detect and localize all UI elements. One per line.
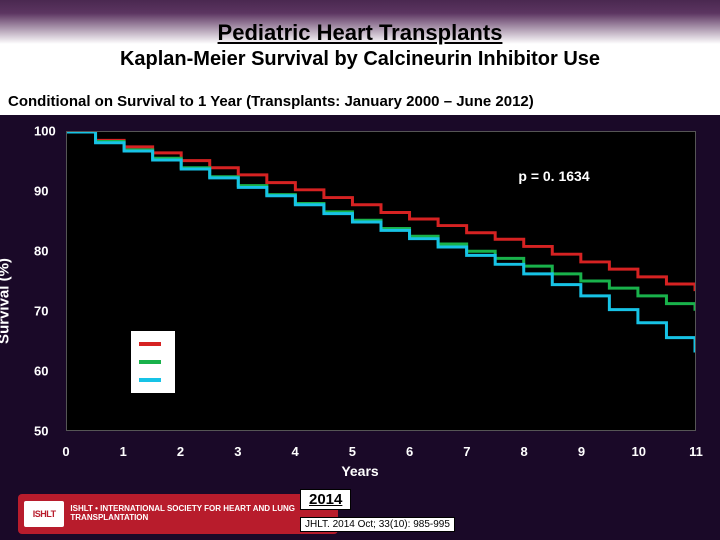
legend-swatch <box>139 360 161 364</box>
x-tick: 2 <box>177 444 184 459</box>
legend-swatch <box>139 378 161 382</box>
y-tick: 50 <box>34 424 48 439</box>
y-tick: 70 <box>34 304 48 319</box>
x-tick: 3 <box>234 444 241 459</box>
legend <box>130 330 176 394</box>
x-tick: 11 <box>689 444 703 459</box>
year-badge: 2014 <box>300 489 351 510</box>
x-tick: 9 <box>578 444 585 459</box>
x-axis-label: Years <box>341 463 378 479</box>
y-axis-label: Survival (%) <box>0 258 13 344</box>
x-tick: 8 <box>521 444 528 459</box>
x-tick: 0 <box>62 444 69 459</box>
y-tick: 100 <box>34 124 56 139</box>
y-tick: 90 <box>34 184 48 199</box>
y-tick: 60 <box>34 364 48 379</box>
subtitle: Conditional on Survival to 1 Year (Trans… <box>0 88 720 115</box>
ishlt-full: ISHLT • INTERNATIONAL SOCIETY FOR HEART … <box>70 505 338 523</box>
title-main: Pediatric Heart Transplants <box>0 20 720 46</box>
legend-swatch <box>139 342 161 346</box>
x-tick: 1 <box>120 444 127 459</box>
ishlt-abbrev: ISHLT <box>24 501 64 527</box>
citation: JHLT. 2014 Oct; 33(10): 985-995 <box>300 517 455 532</box>
ishlt-logo: ISHLT ISHLT • INTERNATIONAL SOCIETY FOR … <box>18 494 338 534</box>
y-tick: 80 <box>34 244 48 259</box>
x-tick: 10 <box>631 444 645 459</box>
x-tick: 4 <box>291 444 298 459</box>
title-sub: Kaplan-Meier Survival by Calcineurin Inh… <box>0 48 720 71</box>
survival-chart: Survival (%) p = 0. 1634 Years 506070809… <box>10 121 710 481</box>
x-tick: 7 <box>463 444 470 459</box>
legend-item <box>139 371 167 389</box>
legend-item <box>139 353 167 371</box>
legend-item <box>139 335 167 353</box>
plot-area: p = 0. 1634 <box>66 131 696 431</box>
series-line <box>67 132 695 353</box>
series-line <box>67 132 695 291</box>
p-value-label: p = 0. 1634 <box>518 168 589 184</box>
header-band: Pediatric Heart Transplants Kaplan-Meier… <box>0 0 720 88</box>
footer: ISHLT ISHLT • INTERNATIONAL SOCIETY FOR … <box>0 488 720 540</box>
x-tick: 5 <box>349 444 356 459</box>
ishlt-full-text: INTERNATIONAL SOCIETY FOR HEART AND LUNG… <box>70 504 295 522</box>
x-tick: 6 <box>406 444 413 459</box>
